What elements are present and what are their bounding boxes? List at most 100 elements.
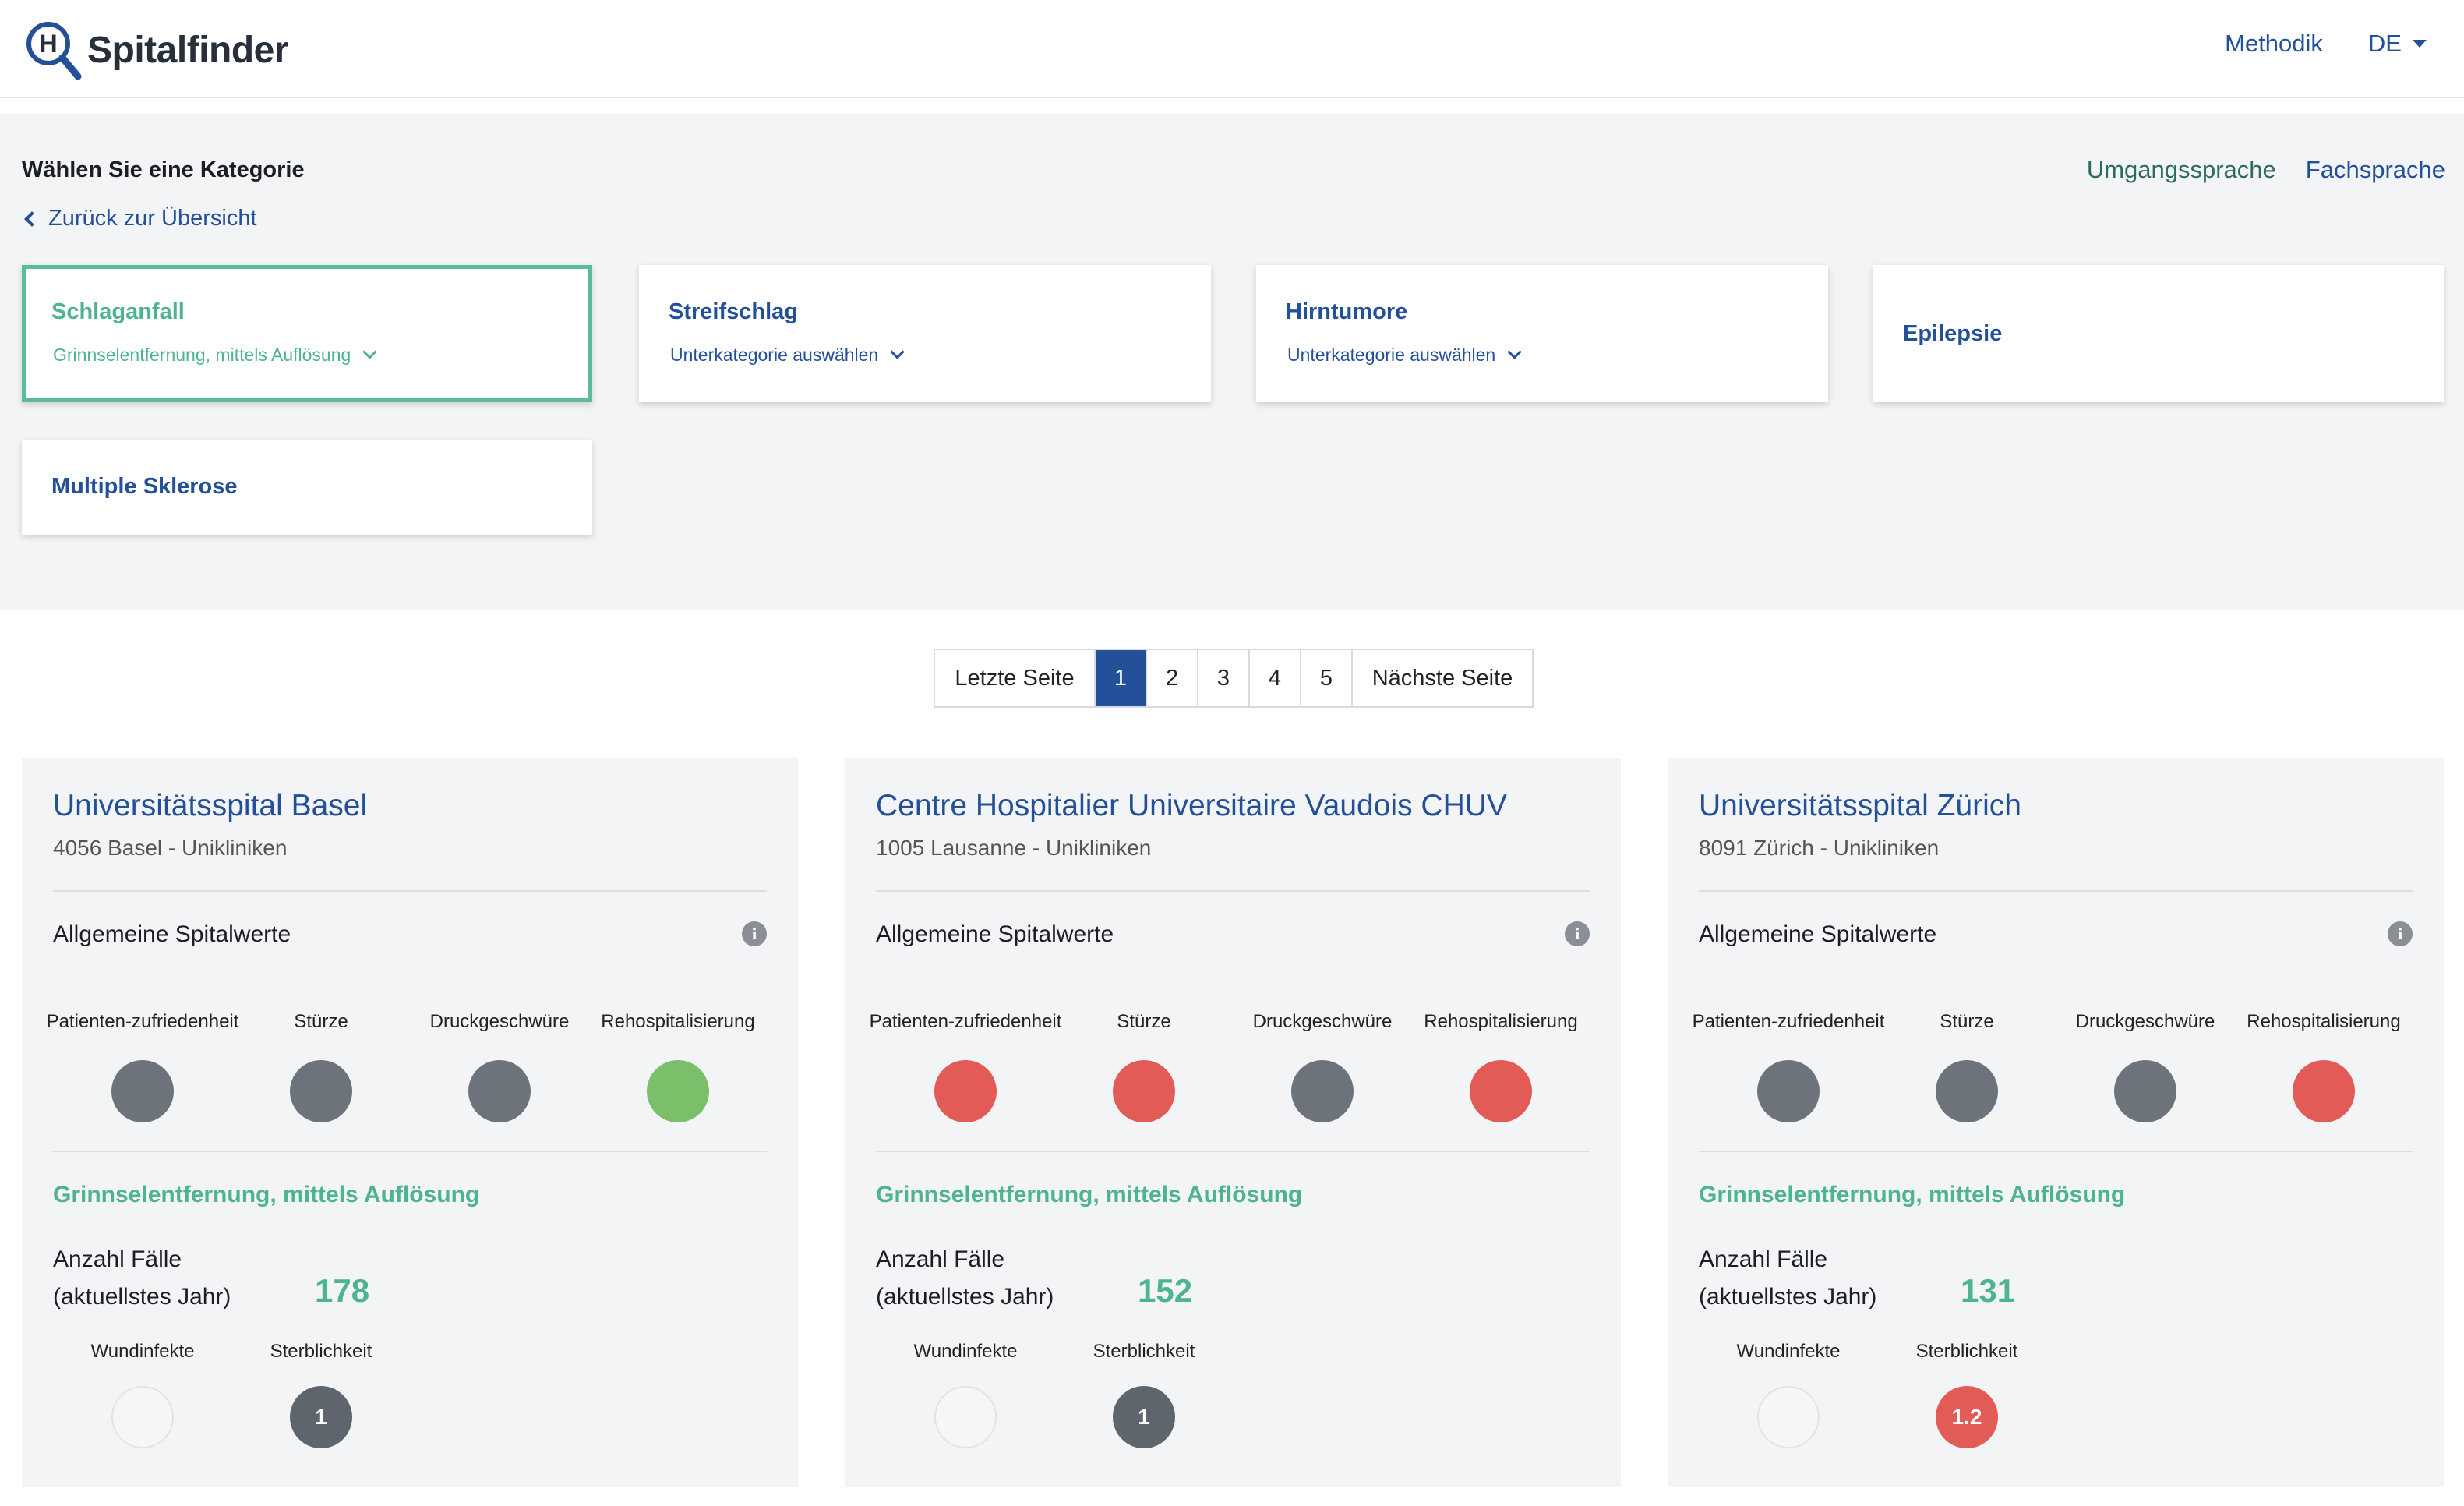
hospital-name-link[interactable]: Universitätsspital Basel	[53, 789, 368, 822]
language-label: DE	[2367, 30, 2402, 57]
hospital-location: 8091 Zürich - Unikliniken	[1699, 836, 1940, 860]
back-link-label: Zurück zur Übersicht	[48, 206, 257, 231]
hospital-name-link[interactable]: Universitätsspital Zürich	[1699, 789, 2021, 822]
svg-text:H: H	[39, 30, 57, 58]
kpi-value: 1	[290, 1386, 352, 1448]
page-button-2[interactable]: 2	[1147, 650, 1198, 706]
subcategory-dropdown[interactable]: Unterkategorie auswählen	[1287, 345, 1522, 366]
category-card-epilepsie[interactable]: Epilepsie	[1873, 265, 2444, 402]
info-icon[interactable]: i	[1565, 921, 1590, 946]
chevron-down-icon	[362, 345, 377, 359]
previous-page-button[interactable]: Letzte Seite	[935, 650, 1096, 706]
status-dot	[468, 1060, 531, 1122]
plain-language-button[interactable]: Umgangssprache	[2086, 156, 2276, 183]
metric-label: Patienten-zufriedenheit	[1692, 1011, 1885, 1032]
divider	[1699, 1151, 2413, 1152]
chevron-left-icon	[24, 210, 40, 227]
metric-label: Rehospitalisierung	[2247, 1011, 2401, 1032]
procedure-title: Grinnselentfernung, mittels Auflösung	[876, 1182, 1303, 1207]
status-dot	[2114, 1060, 2176, 1122]
category-card-title: Streifschlag	[669, 299, 798, 324]
metric-label: Druckgeschwüre	[429, 1011, 570, 1032]
category-card-streifschlag[interactable]: Streifschlag Unterkategorie auswählen	[639, 265, 1211, 402]
kpi-label: Wundinfekte	[913, 1341, 1018, 1362]
divider	[876, 1151, 1590, 1152]
status-dot	[1936, 1060, 1998, 1122]
kpi-wound-infections: Wundinfekte	[876, 1341, 1055, 1448]
procedure-title: Grinnselentfernung, mittels Auflösung	[1699, 1182, 2126, 1207]
hospital-card: Centre Hospitalier Universitaire Vaudois…	[845, 758, 1621, 1487]
page-button-4[interactable]: 4	[1250, 650, 1301, 706]
kpi-value: 1	[1113, 1386, 1175, 1448]
kpi-mortality: Sterblichkeit 1.2	[1877, 1341, 2056, 1448]
hospital-location: 1005 Lausanne - Unikliniken	[876, 836, 1152, 860]
general-values-title: Allgemeine Spitalwerte	[1699, 921, 1937, 947]
category-card-title: Multiple Sklerose	[51, 474, 238, 499]
kpi-mortality: Sterblichkeit 1	[1054, 1341, 1234, 1448]
category-card-multiple-sklerose[interactable]: Multiple Sklerose	[22, 440, 592, 535]
kpi-value	[934, 1386, 997, 1448]
page-button-3[interactable]: 3	[1198, 650, 1250, 706]
divider	[53, 1151, 767, 1152]
metric-falls: Stürze	[1877, 976, 2056, 1122]
kpi-value	[1757, 1386, 1820, 1448]
cases-count: 131	[1961, 1272, 2016, 1309]
category-card-schlaganfall[interactable]: Schlaganfall Grinnselentfernung, mittels…	[22, 265, 592, 402]
info-icon[interactable]: i	[2388, 921, 2413, 946]
metric-rehospitalisation: Rehospitalisierung	[2234, 976, 2413, 1122]
info-icon[interactable]: i	[742, 921, 767, 946]
divider	[53, 890, 767, 892]
hospital-magnifier-icon: H	[22, 17, 83, 83]
subcategory-label: Unterkategorie auswählen	[1287, 345, 1496, 365]
metric-pressure-ulcers: Druckgeschwüre	[2056, 976, 2235, 1122]
metric-rehospitalisation: Rehospitalisierung	[1411, 976, 1590, 1122]
logo[interactable]: H Spitalfinder	[22, 17, 289, 83]
next-page-button[interactable]: Nächste Seite	[1371, 665, 1513, 691]
category-card-hirntumore[interactable]: Hirntumore Unterkategorie auswählen	[1256, 265, 1828, 402]
metric-label: Patienten-zufriedenheit	[46, 1011, 239, 1032]
kpi-label: Sterblichkeit	[1093, 1341, 1195, 1362]
caret-down-icon	[2413, 40, 2427, 48]
kpi-wound-infections: Wundinfekte	[53, 1341, 232, 1448]
logo-text: Spitalfinder	[87, 29, 289, 71]
divider	[1699, 890, 2413, 892]
metric-label: Rehospitalisierung	[601, 1011, 755, 1032]
metric-label: Stürze	[1940, 1011, 1994, 1032]
back-to-overview-link[interactable]: Zurück zur Übersicht	[22, 206, 257, 232]
hospital-card: Universitätsspital Zürich 8091 Zürich - …	[1668, 758, 2444, 1487]
divider	[876, 890, 1590, 892]
category-card-title: Hirntumore	[1286, 299, 1408, 324]
hospital-name-link[interactable]: Centre Hospitalier Universitaire Vaudois…	[876, 789, 1507, 822]
cases-label: Anzahl Fälle (aktuellstes Jahr)	[53, 1246, 231, 1310]
hospital-location: 4056 Basel - Unikliniken	[53, 836, 288, 860]
general-values-title: Allgemeine Spitalwerte	[876, 921, 1114, 947]
kpi-label: Sterblichkeit	[270, 1341, 372, 1362]
subcategory-label: Grinnselentfernung, mittels Auflösung	[53, 345, 351, 365]
method-link[interactable]: Methodik	[2225, 30, 2323, 57]
status-dot	[111, 1060, 174, 1122]
metric-label: Druckgeschwüre	[1252, 1011, 1393, 1032]
page-button-5[interactable]: 5	[1301, 650, 1353, 706]
metric-label: Rehospitalisierung	[1424, 1011, 1578, 1032]
header-nav: Methodik DE	[2225, 30, 2427, 58]
language-dropdown[interactable]: DE	[2368, 30, 2427, 58]
kpi-label: Wundinfekte	[1736, 1341, 1841, 1362]
procedure-title: Grinnselentfernung, mittels Auflösung	[53, 1182, 480, 1207]
page-button-1[interactable]: 1	[1096, 650, 1147, 706]
cases-label: Anzahl Fälle (aktuellstes Jahr)	[1699, 1246, 1877, 1310]
metric-falls: Stürze	[1054, 976, 1234, 1122]
language-style-toggle: Umgangssprache Fachsprache	[2087, 156, 2445, 184]
metric-pressure-ulcers: Druckgeschwüre	[1233, 976, 1412, 1122]
technical-language-button[interactable]: Fachsprache	[2305, 156, 2445, 183]
subcategory-dropdown[interactable]: Grinnselentfernung, mittels Auflösung	[53, 345, 377, 366]
status-dot	[2293, 1060, 2355, 1122]
status-dot	[1757, 1060, 1820, 1122]
metric-falls: Stürze	[231, 976, 411, 1122]
status-dot	[1291, 1060, 1354, 1122]
hospital-card: Universitätsspital Basel 4056 Basel - Un…	[22, 758, 798, 1487]
metric-label: Patienten-zufriedenheit	[869, 1011, 1062, 1032]
cases-count: 152	[1138, 1272, 1193, 1309]
status-dot	[1470, 1060, 1532, 1122]
status-dot	[647, 1060, 709, 1122]
subcategory-dropdown[interactable]: Unterkategorie auswählen	[670, 345, 905, 366]
